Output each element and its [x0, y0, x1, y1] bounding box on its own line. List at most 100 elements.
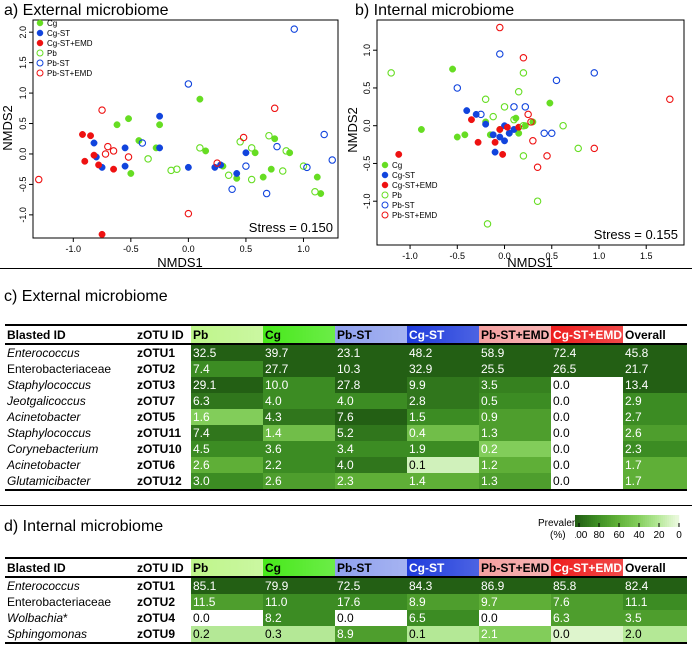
data-point — [144, 155, 152, 163]
data-point — [468, 116, 475, 124]
value-cell: 4.0 — [335, 457, 407, 473]
stress-label: Stress = 0.150 — [249, 220, 333, 235]
value-cell: 85.8 — [551, 577, 623, 594]
prevalence-legend-unit: (%) — [550, 530, 566, 541]
taxon-name: Jeotgalicoccus — [7, 394, 86, 408]
data-point — [303, 163, 311, 172]
colorbar-segment — [655, 515, 658, 527]
value-cell: 0.3 — [263, 626, 335, 644]
zotu-id-cell: zOTU5 — [137, 410, 176, 424]
zotu-id-cell: zOTU2 — [137, 595, 176, 609]
data-point — [271, 135, 279, 143]
value-cell: 10.0 — [263, 377, 335, 393]
colorbar-segment — [589, 515, 592, 527]
prevalence-legend-title: Prevalence — [538, 518, 589, 529]
x-tick-label: 0.0 — [182, 244, 195, 254]
legend-label: Cg-ST+EMD — [392, 181, 438, 190]
table-row: Acinetobacter zOTU6 2.6 2.2 4.0 0.1 1.2 0.0 1.7 — [5, 457, 687, 473]
data-point — [496, 133, 504, 141]
blasted-id-cell: Sphingomonas — [5, 626, 135, 644]
y-tick-label: 1.0 — [18, 87, 28, 100]
value-cell: 25.5 — [479, 361, 551, 377]
table-row: Staphylococcus zOTU3 29.1 10.0 27.8 9.9 3.5 0.0… — [5, 377, 687, 393]
data-point — [527, 118, 535, 126]
colorbar-segment — [603, 515, 606, 527]
value-cell: 2.3 — [623, 441, 687, 457]
data-point — [242, 162, 250, 170]
value-cell: 3.5 — [623, 610, 687, 626]
value-cell: 1.4 — [263, 425, 335, 441]
header-group: Cg-ST — [407, 557, 479, 578]
zotu-id-cell: zOTU12 — [135, 473, 191, 491]
data-point — [395, 150, 403, 158]
y-tick-label: 2.0 — [18, 26, 28, 39]
value-cell: 39.7 — [263, 344, 335, 361]
legend-marker — [381, 181, 389, 189]
data-point — [489, 112, 497, 121]
value-cell: 0.2 — [191, 626, 263, 644]
data-point — [90, 151, 98, 159]
legend-label: Pb — [47, 49, 57, 58]
data-point — [259, 173, 267, 181]
y-tick-label: 1.5 — [18, 56, 28, 69]
data-point — [519, 121, 528, 130]
value-cell: 7.4 — [191, 361, 263, 377]
blasted-id-cell: Enterobacteriaceae — [5, 361, 135, 377]
colorbar-segment — [597, 515, 600, 527]
data-point — [483, 220, 492, 228]
data-point — [500, 103, 509, 111]
section-divider — [0, 268, 692, 269]
legend-marker — [381, 171, 389, 179]
data-point — [202, 147, 210, 155]
panel-b-scatter: -1.0 -0.5 0.0 0.5 1.0 1.5 -1.0 -0.5 0.0 0.5 1.0 Cg… — [345, 19, 685, 268]
colorbar-label: 40 — [633, 530, 645, 541]
header-group: Cg — [263, 324, 335, 345]
colorbar-label: 60 — [613, 530, 625, 541]
y-tick-label: -1.0 — [18, 207, 28, 223]
x-tick-label: 1.5 — [640, 251, 653, 261]
data-point — [138, 139, 147, 147]
data-point — [110, 165, 118, 173]
blasted-id-cell: Staphylococcus — [5, 377, 135, 393]
data-point — [574, 144, 582, 153]
zotu-id-cell: zOTU3 — [137, 378, 176, 392]
colorbar-segment — [591, 515, 594, 527]
data-point — [184, 209, 193, 218]
table-row: Enterobacteriaceae zOTU2 11.5 11.0 17.6 8.9 9.… — [5, 594, 687, 610]
header-group: Cg-ST+EMD — [551, 557, 623, 578]
zotu-id-cell: zOTU7 — [137, 394, 176, 408]
value-cell: 32.5 — [191, 344, 263, 361]
blasted-id-cell: Enterobacteriaceae — [5, 594, 135, 610]
x-tick-label: 1.0 — [593, 251, 606, 261]
value-cell: 0.9 — [479, 409, 551, 425]
value-cell: 11.0 — [263, 594, 335, 610]
data-point — [184, 80, 193, 88]
data-point — [540, 129, 548, 138]
colorbar-segment — [587, 515, 590, 527]
value-cell: 23.1 — [335, 344, 407, 361]
value-cell: 3.5 — [479, 377, 551, 393]
data-point — [666, 95, 674, 104]
zotu-id-cell: zOTU4 — [137, 611, 176, 625]
data-point — [491, 148, 499, 156]
header-group: Pb-ST+EMD — [479, 557, 551, 578]
taxon-name: Wolbachia — [7, 611, 64, 625]
colorbar-segment — [667, 515, 670, 527]
table-row: Enterococcus zOTU1 85.1 79.9 72.5 84.3 86.9 85.… — [5, 577, 687, 594]
x-axis-label: NMDS1 — [157, 255, 203, 268]
colorbar-segment — [601, 515, 604, 527]
value-cell: 5.2 — [335, 425, 407, 441]
blasted-id-cell: Wolbachia* — [5, 610, 135, 626]
data-point — [196, 144, 204, 152]
data-point — [104, 142, 112, 151]
value-cell: 3.4 — [335, 441, 407, 457]
value-cell: 0.0 — [551, 626, 623, 644]
legend-marker — [36, 39, 44, 47]
value-cell: 1.3 — [479, 473, 551, 491]
data-point — [121, 144, 129, 152]
panel-a-scatter: -1.0 -0.5 0.0 0.5 1.0 -1.0 -0.5 0.0 0.5 1.0 1.5 2.0… — [0, 19, 339, 268]
taxon-name: Enterobacteriaceae — [7, 595, 112, 609]
footnote-mark: * — [63, 611, 68, 625]
data-point — [521, 103, 530, 111]
colorbar-segment — [665, 515, 668, 527]
